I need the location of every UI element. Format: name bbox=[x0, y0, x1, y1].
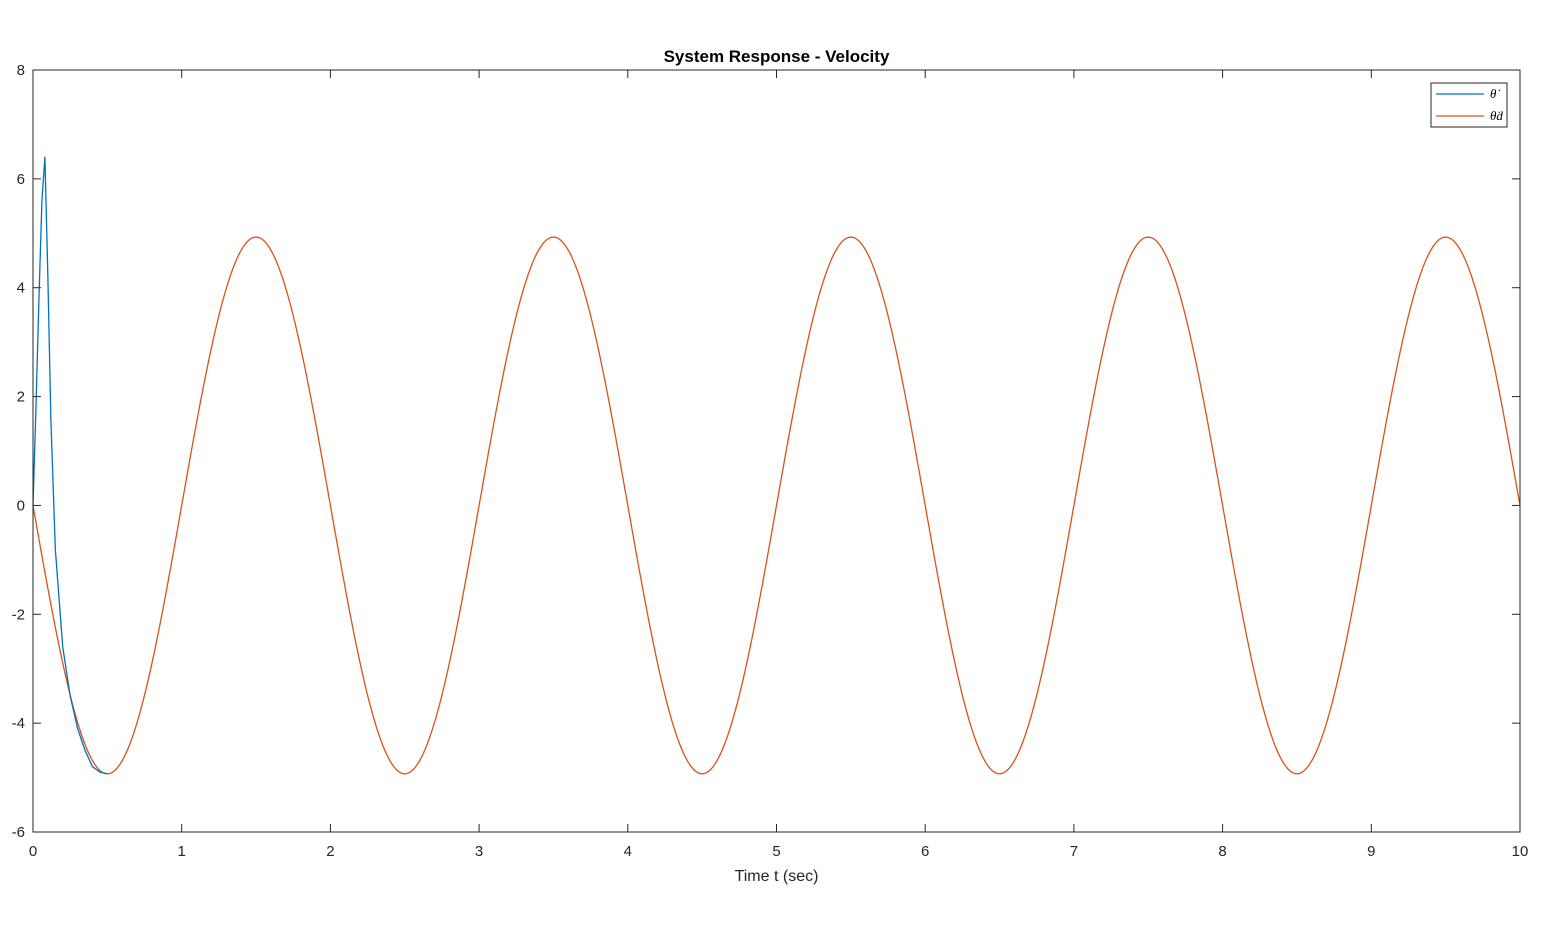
legend-label-theta-dot: θ̇ bbox=[1490, 86, 1500, 101]
y-tick-label: 6 bbox=[17, 171, 25, 188]
ticks-layer: 0 1 2 3 4 5 6 7 8 9 10 -6 -4 -2 0 2 4 6 8 bbox=[12, 62, 1529, 860]
y-tick-label: -4 bbox=[12, 715, 25, 732]
x-tick-label: 4 bbox=[624, 843, 632, 860]
x-tick-label: 1 bbox=[178, 843, 186, 860]
plot-area bbox=[33, 70, 1520, 832]
y-tick-label: 8 bbox=[17, 62, 25, 79]
series-line-theta-dot-d bbox=[32, 236, 1521, 775]
x-tick-label: 10 bbox=[1512, 843, 1529, 860]
x-tick-label: 6 bbox=[921, 843, 929, 860]
y-tick-label: 0 bbox=[17, 497, 25, 514]
y-tick-label: -6 bbox=[12, 824, 25, 841]
legend-label-theta-dot-d: θ̇d bbox=[1490, 108, 1503, 123]
chart-title: System Response - Velocity bbox=[664, 47, 890, 66]
x-axis-title: Time t (sec) bbox=[735, 868, 819, 885]
y-tick-label: -2 bbox=[12, 606, 25, 623]
series-layer bbox=[32, 156, 1521, 775]
x-tick-label: 0 bbox=[29, 843, 37, 860]
x-tick-label: 5 bbox=[772, 843, 780, 860]
series-line-theta-dot bbox=[32, 156, 108, 775]
x-tick-label: 3 bbox=[475, 843, 483, 860]
x-tick-label: 7 bbox=[1070, 843, 1078, 860]
x-tick-label: 9 bbox=[1367, 843, 1375, 860]
y-tick-label: 2 bbox=[17, 389, 25, 406]
y-tick-label: 4 bbox=[17, 280, 25, 297]
x-tick-label: 8 bbox=[1218, 843, 1226, 860]
legend: θ̇ θ̇d bbox=[1430, 82, 1508, 128]
legend-box bbox=[1430, 82, 1508, 128]
x-tick-label: 2 bbox=[326, 843, 334, 860]
